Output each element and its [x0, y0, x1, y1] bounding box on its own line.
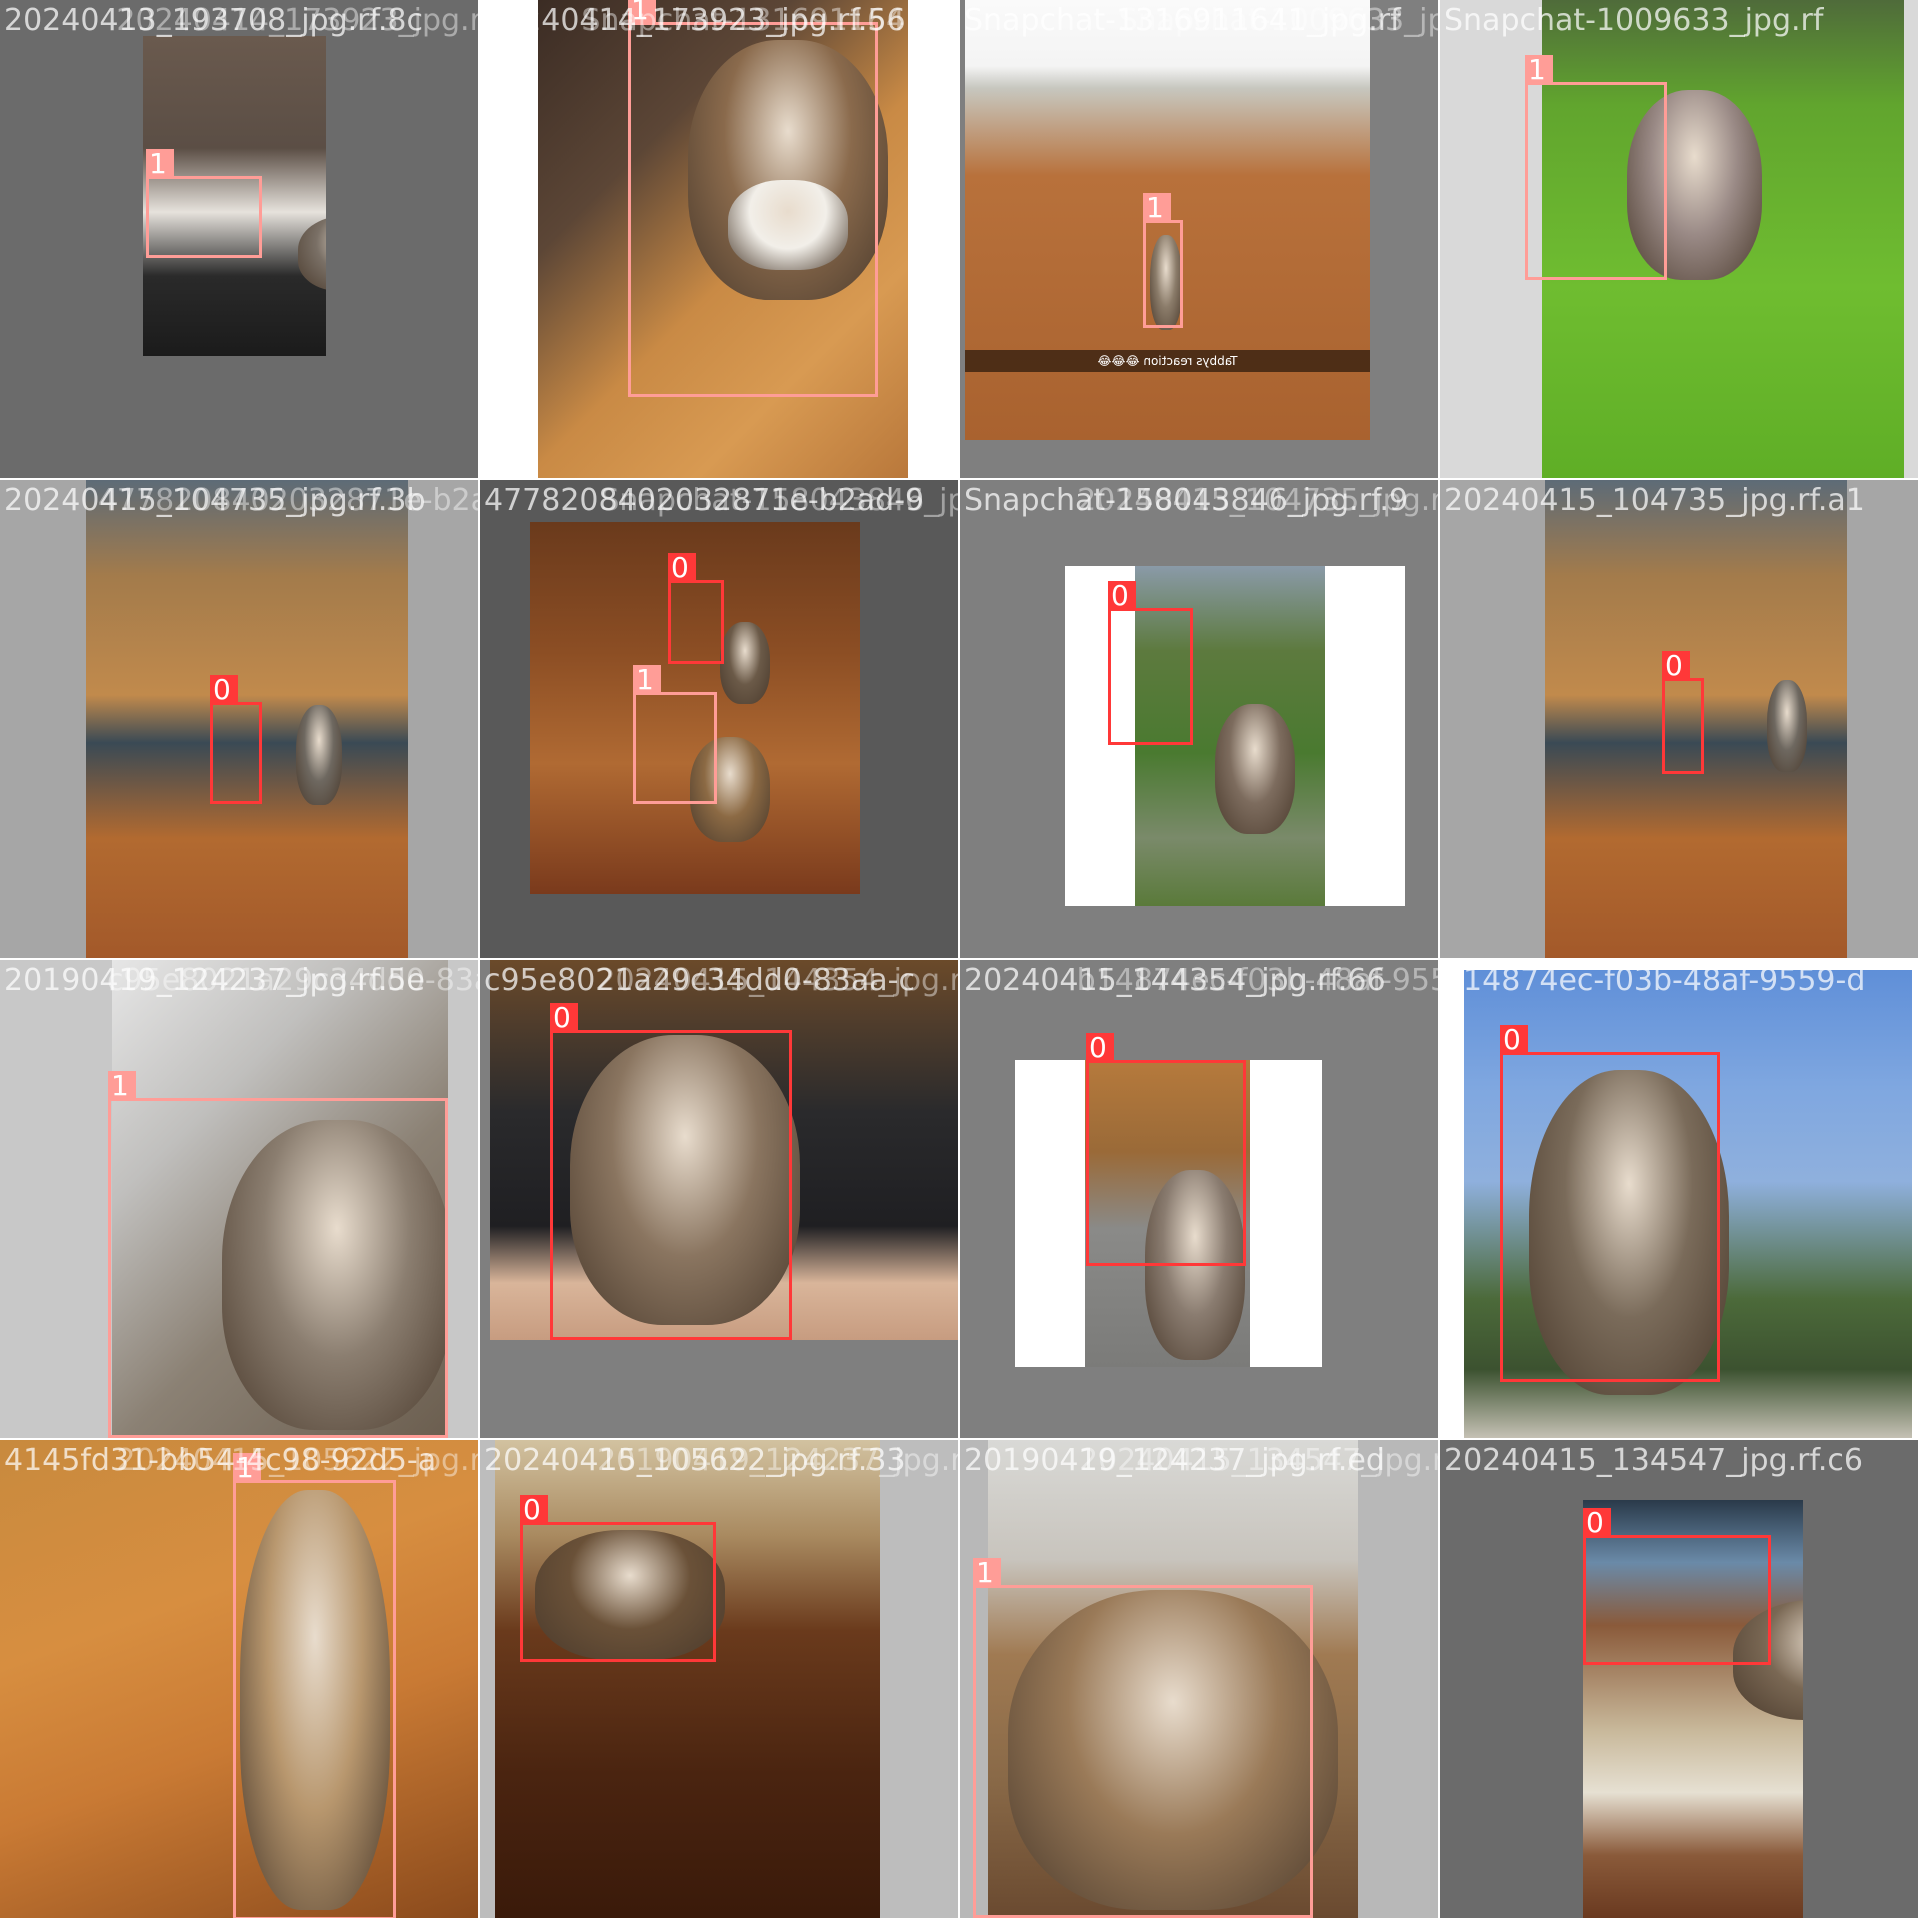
image-filename: Snapchat-158043846_jpg.rf.9: [964, 483, 1409, 518]
bounding-box-class-1: 1: [108, 1071, 448, 1438]
cat-photo: [112, 960, 448, 1438]
class-label: 0: [550, 1003, 578, 1033]
class-label: 0: [1662, 651, 1690, 681]
bounding-box-class-1: 1: [233, 1453, 396, 1918]
class-label: 0: [520, 1495, 548, 1525]
bounding-box-class-1: 1: [628, 0, 878, 397]
cat-photo: [490, 960, 958, 1340]
class-label: 1: [233, 1453, 261, 1483]
cat-photo: [0, 1440, 478, 1918]
class-label: 1: [973, 1558, 1001, 1588]
cat-photo: [1542, 0, 1904, 478]
bounding-box-class-0: 0: [668, 553, 724, 664]
class-label: 0: [1500, 1025, 1528, 1055]
overlapping-filename: 20240415_104735_jpg.rf.a1: [1077, 483, 1440, 518]
mosaic-tile: 1 4145fd31-bb54-4c98-92d5-a 20240415_10562…: [0, 1440, 480, 1920]
mosaic-tile: Tabbys reaction 😂😂😂 1 Snapchat-1316911641_…: [960, 0, 1440, 480]
mosaic-tile: 0 20240415_144354_jpg.rf.66 b14874ec-f03b-…: [960, 960, 1440, 1440]
cat-figure: [1767, 680, 1807, 772]
mosaic-tile: 0 Snapchat-158043846_jpg.rf.9 20240415_104…: [960, 480, 1440, 960]
overlapping-filename: Snapchat-158043846_jpg.rf: [600, 483, 958, 518]
class-label: 0: [668, 553, 696, 583]
class-label: 0: [210, 675, 238, 705]
bounding-box-class-0: 0: [1500, 1025, 1720, 1382]
bounding-box-class-1: 1: [633, 665, 717, 804]
class-label: 1: [1143, 193, 1171, 223]
cat-figure: [1215, 704, 1295, 834]
cat-photo: [143, 36, 326, 356]
bounding-box-class-0: 0: [1108, 581, 1193, 745]
cat-figure: [535, 1530, 725, 1660]
cat-figure: [728, 180, 848, 270]
cat-photo: [1065, 566, 1405, 906]
mosaic-tile: 0 20240415_105622_jpg.rf.33 20190419_12423…: [480, 1440, 960, 1920]
image-filename: 4778208402032871e-b2ad-9: [484, 483, 925, 518]
cat-figure: [720, 622, 770, 704]
mosaic-tile: 1 20190419_124237_jpg.rf.ed 20240415_13454…: [960, 1440, 1440, 1920]
cat-figure: [240, 1490, 390, 1910]
bounding-box-class-0: 0: [1662, 651, 1704, 774]
cat-figure: [570, 1035, 800, 1325]
cat-photo: [530, 522, 860, 894]
mosaic-tile: 1 20240413_193708_jpg.rf.8c 20240414_17392…: [0, 0, 480, 480]
bounding-box-class-0: 0: [550, 1003, 792, 1340]
bounding-box-class-0: 0: [1086, 1033, 1246, 1266]
class-label: 0: [1108, 581, 1136, 611]
cat-photo: [1545, 480, 1847, 958]
cat-photo: [538, 0, 908, 478]
cat-photo: [1583, 1500, 1803, 1918]
class-label: 0: [1086, 1033, 1114, 1063]
cat-photo: [495, 1440, 880, 1918]
class-label: 0: [1583, 1508, 1611, 1538]
mosaic-tile: 1 20190419_124237_jpg.rf.5e c95e8021a29c34…: [0, 960, 480, 1440]
mosaic-tile: 0 c95e8021a29c34dd0-83aa-c 20240415_144354…: [480, 960, 960, 1440]
cat-photo: [86, 480, 408, 958]
mosaic-tile: 0 20240415_134547_jpg.rf.c6: [1440, 1440, 1920, 1920]
cat-photo: [1464, 970, 1912, 1438]
image-filename: 20240415_134547_jpg.rf.c6: [1444, 1443, 1864, 1478]
cat-figure: [1627, 90, 1762, 280]
bounding-box-class-1: 1: [146, 149, 262, 258]
bounding-box-class-0: 0: [1583, 1508, 1771, 1665]
mosaic-tile: 1 Snapchat-1009633_jpg.rf: [1440, 0, 1920, 480]
image-filename: 20240413_193708_jpg.rf.8c: [4, 3, 424, 38]
class-label: 1: [146, 149, 174, 179]
cat-figure: [1008, 1590, 1338, 1910]
mosaic-tile: 0 b14874ec-f03b-48af-9559-d: [1440, 960, 1920, 1440]
cat-figure: [1150, 235, 1182, 330]
image-filename: 20240415_144354_jpg.rf.66: [964, 963, 1386, 998]
bounding-box-class-1: 1: [1143, 193, 1183, 328]
cat-figure: [1529, 1070, 1729, 1395]
overlapping-filename: b14874ec-f03b-48af-9559-d: [1076, 963, 1438, 998]
mosaic-tile: 1 20240414_173923_jpg.rf.56 Snapchat-13169…: [480, 0, 960, 480]
mosaic-tile: 0 1 4778208402032871e-b2ad-9 Snapchat-15804…: [480, 480, 960, 960]
bounding-box-class-1: 1: [973, 1558, 1313, 1918]
overlapping-filename: 20240414_173923_jpg.rf.56: [116, 3, 480, 38]
photo-caption: Tabbys reaction 😂😂😂: [965, 350, 1370, 372]
cat-figure: [298, 216, 326, 291]
mosaic-tile: 0 20240415_104735_jpg.rf.3b 47782084020328…: [0, 480, 480, 960]
class-label: 1: [633, 665, 661, 695]
bounding-box-class-0: 0: [520, 1495, 716, 1662]
mosaic-tile: 0 20240415_104735_jpg.rf.a1: [1440, 480, 1920, 960]
cat-figure: [296, 705, 342, 805]
cat-photo: [988, 1440, 1358, 1918]
bounding-box-class-0: 0: [210, 675, 262, 804]
class-label: 1: [108, 1071, 136, 1101]
cat-figure: [222, 1120, 448, 1430]
cat-figure: [690, 737, 770, 842]
bounding-box-class-1: 1: [1525, 55, 1667, 280]
class-label: 1: [1525, 55, 1553, 85]
cat-photo: [1015, 1060, 1322, 1367]
class-label: 1: [628, 0, 656, 25]
